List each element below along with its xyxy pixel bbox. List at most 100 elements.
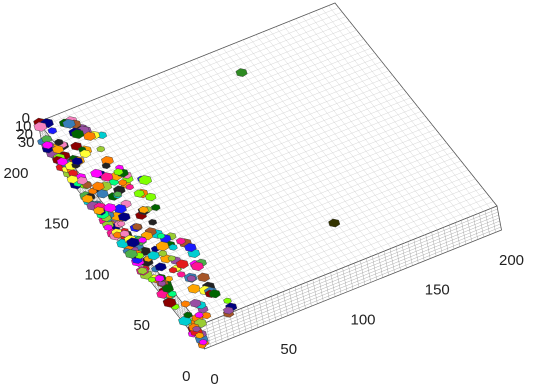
mesh-line: [51, 116, 214, 320]
mesh-line: [110, 92, 273, 297]
grain: [175, 259, 189, 269]
mesh-line: [73, 47, 372, 168]
mesh-line: [174, 174, 472, 294]
grain: [199, 339, 208, 346]
grain: [162, 297, 177, 308]
grain: [124, 249, 138, 259]
mesh-line: [222, 47, 385, 252]
mesh-line: [63, 34, 361, 154]
mesh-line: [138, 129, 436, 249]
grain: [133, 189, 145, 198]
mesh-line: [117, 90, 280, 294]
grain: [56, 157, 69, 166]
grain: [117, 220, 126, 227]
grain: [113, 168, 124, 176]
mesh-line: [167, 165, 465, 285]
mesh-line: [156, 74, 319, 278]
mesh-line: [77, 52, 375, 172]
mesh-line: [315, 10, 478, 215]
mesh-line: [288, 21, 451, 225]
mesh-line: [84, 61, 382, 181]
grain: [79, 149, 92, 158]
grain: [154, 262, 167, 272]
mesh-line: [255, 34, 418, 238]
grain: [223, 306, 234, 315]
mesh-line: [295, 18, 458, 222]
grain: [33, 121, 48, 132]
mesh-line: [142, 133, 440, 254]
mesh-line: [124, 111, 422, 231]
mesh-line: [131, 120, 429, 240]
grain: [161, 284, 174, 293]
grain: [223, 297, 232, 304]
mesh-line: [268, 29, 432, 233]
mesh-line: [88, 65, 386, 186]
grain: [187, 283, 201, 294]
grain: [42, 141, 54, 150]
grain: [156, 232, 166, 240]
grain: [168, 244, 178, 251]
grain: [208, 289, 221, 299]
grain: [167, 255, 176, 262]
mesh-line: [242, 39, 405, 244]
mesh-line: [209, 53, 372, 257]
grain: [167, 290, 177, 298]
grain: [138, 175, 153, 186]
mesh-line: [163, 160, 462, 281]
mesh-line: [145, 138, 444, 258]
grain: [71, 156, 83, 166]
mesh-line: [106, 88, 404, 208]
y-tick-label: 0: [182, 368, 190, 385]
mesh-line: [113, 97, 411, 217]
y-tick-label: 150: [44, 216, 69, 233]
grain: [71, 129, 85, 139]
mesh-line: [127, 115, 426, 235]
grain: [125, 183, 134, 191]
grain: [118, 179, 128, 186]
mesh-line: [153, 147, 451, 267]
x-tick-label: 50: [280, 341, 297, 358]
grain: [150, 203, 161, 211]
mesh-line: [169, 68, 333, 273]
grain: [103, 203, 117, 213]
mesh-line: [202, 217, 500, 338]
mesh-line: [301, 16, 465, 220]
mesh-line: [201, 211, 499, 332]
grain: [96, 189, 109, 199]
mesh-line: [203, 223, 501, 344]
mesh-line: [200, 208, 498, 329]
grain: [235, 68, 248, 77]
mesh-line: [102, 84, 400, 204]
mesh-line: [202, 220, 500, 341]
mesh-line: [103, 95, 267, 299]
mesh-line: [249, 37, 412, 241]
z-tick-label: 20: [16, 126, 33, 143]
grain: [62, 118, 76, 129]
mesh-line: [120, 106, 418, 226]
grain: [147, 251, 160, 261]
mesh-line: [66, 38, 364, 159]
mesh-line: [163, 71, 326, 275]
grain: [175, 237, 186, 245]
mesh-line: [185, 187, 483, 308]
grain: [148, 219, 158, 226]
grain: [137, 267, 148, 275]
mesh-line: [90, 100, 253, 304]
grain: [147, 276, 156, 283]
mesh-line: [136, 82, 300, 286]
mesh-line: [55, 25, 354, 145]
mesh-line: [196, 201, 494, 321]
mesh-line: [109, 93, 408, 213]
mesh-line: [59, 29, 357, 150]
mesh-line: [70, 43, 368, 163]
grain: [183, 311, 193, 319]
grain: [197, 272, 210, 282]
y-tick-label: 200: [3, 165, 28, 182]
grain: [132, 223, 142, 231]
mesh-line: [282, 24, 445, 228]
grain: [113, 191, 123, 198]
mesh-line: [181, 183, 480, 303]
mesh-line: [189, 61, 352, 265]
mesh-line: [321, 8, 484, 212]
